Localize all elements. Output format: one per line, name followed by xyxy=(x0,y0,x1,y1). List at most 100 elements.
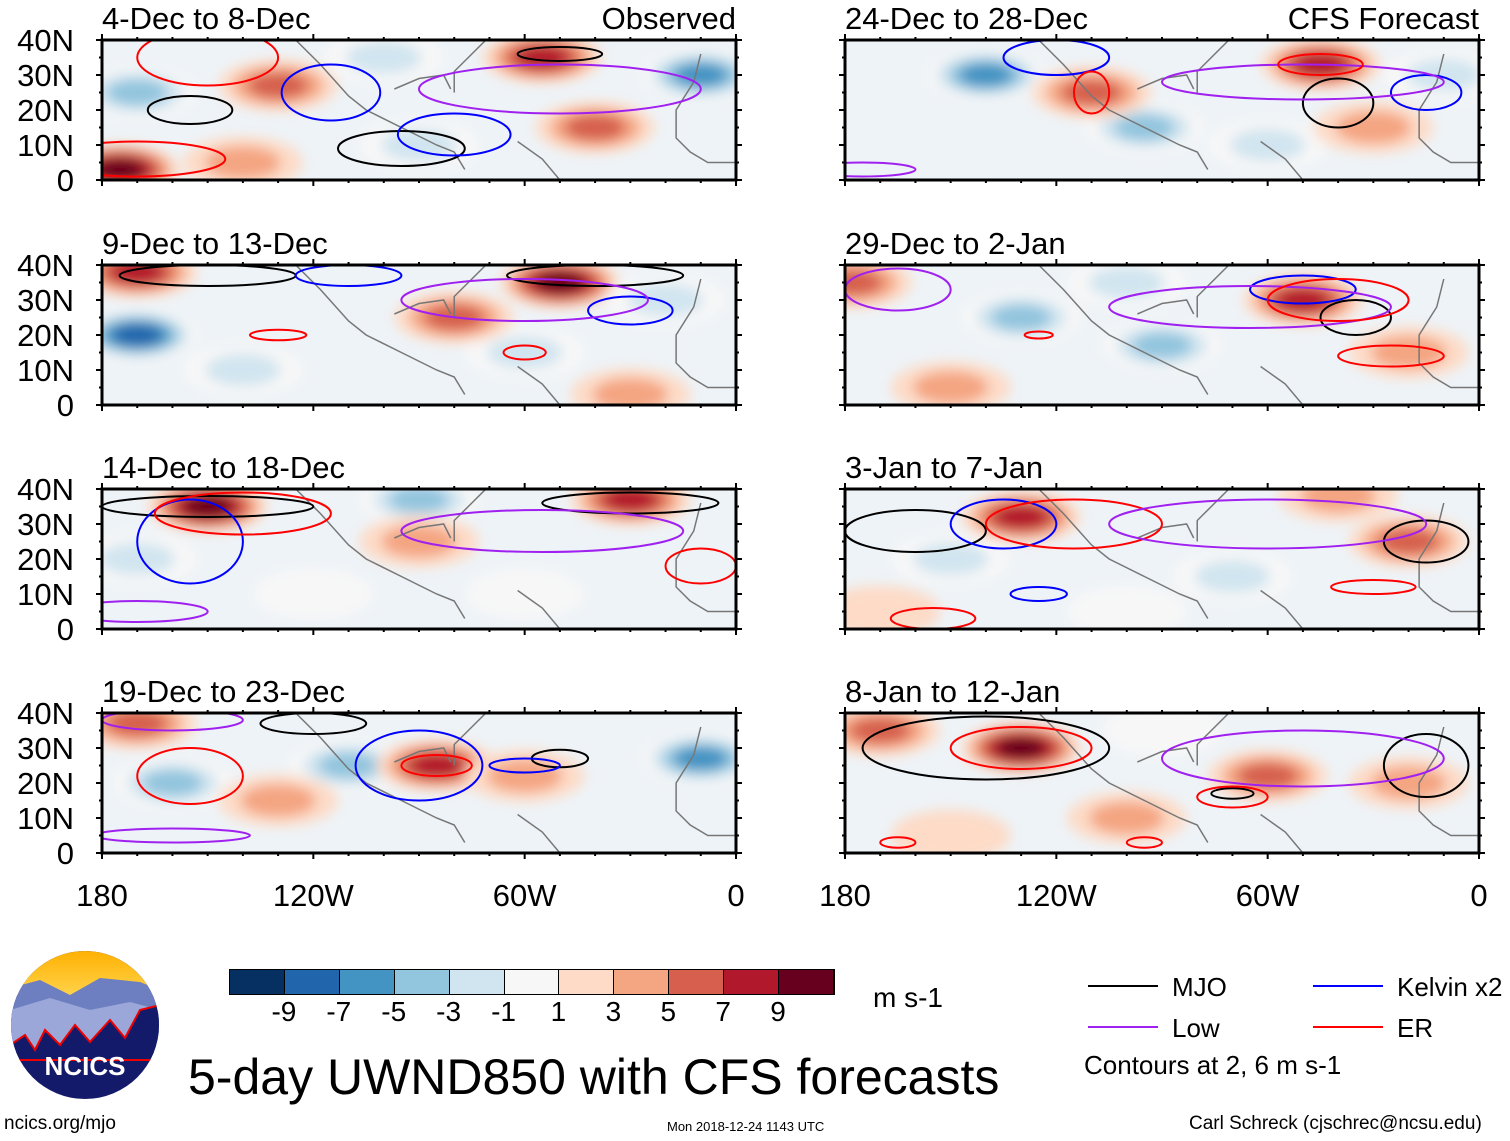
panel-title: 4-Dec to 8-Dec xyxy=(102,1,311,36)
wind-anomaly-area xyxy=(205,353,281,387)
panel-title: 9-Dec to 13-Dec xyxy=(102,226,328,261)
wind-anomaly-area xyxy=(997,737,1046,759)
wind-anomaly-area xyxy=(1061,79,1122,106)
low-contour xyxy=(418,63,702,115)
wind-anomaly-area xyxy=(113,324,162,346)
panel-title: 29-Dec to 2-Jan xyxy=(845,226,1066,261)
wind-anomaly-area xyxy=(487,759,563,793)
mjo-contour xyxy=(259,713,368,735)
colorbar-unit: m s-1 xyxy=(873,982,943,1013)
coastline xyxy=(1038,489,1479,629)
x-tick-label: 0 xyxy=(727,878,745,913)
colorbar-tick: -1 xyxy=(491,996,516,1027)
mjo-contour xyxy=(1301,77,1375,129)
low-contour xyxy=(845,267,952,312)
y-tick-label: 20N xyxy=(17,766,74,801)
coastline xyxy=(295,713,736,853)
wind-anomaly-area xyxy=(410,754,463,777)
low-contour xyxy=(1108,285,1392,329)
y-tick-label: 40N xyxy=(17,696,74,731)
kelvin-contour xyxy=(1002,40,1111,76)
er-contour xyxy=(136,40,280,87)
er-contour xyxy=(136,747,244,805)
y-tick-label: 30N xyxy=(17,507,74,542)
map-panel xyxy=(96,483,742,635)
kelvin-contour xyxy=(949,498,1058,550)
kelvin-contour xyxy=(136,498,244,585)
wind-anomaly-area xyxy=(994,505,1048,529)
panel-title: 3-Jan to 7-Jan xyxy=(845,450,1044,485)
wind-anomaly-area xyxy=(535,272,584,293)
wind-anomaly-area xyxy=(107,79,168,106)
map-panel xyxy=(839,34,1485,186)
wind-anomaly-area xyxy=(253,568,374,620)
coastline xyxy=(1038,265,1479,405)
colorbar-swatch xyxy=(724,970,780,994)
er-contour xyxy=(400,754,473,777)
mjo-contour xyxy=(541,491,720,515)
colorbar xyxy=(229,969,835,995)
wind-anomaly-area xyxy=(1194,560,1270,593)
kelvin-contour xyxy=(1249,274,1357,305)
y-tick-label: 40N xyxy=(17,472,74,507)
y-tick-label: 20N xyxy=(17,542,74,577)
wind-anomaly-area xyxy=(845,269,883,296)
er-contour xyxy=(153,491,332,536)
kelvin-contour xyxy=(396,112,512,157)
x-tick-label: 180 xyxy=(819,878,871,913)
wind-anomaly-area xyxy=(1089,801,1165,835)
wind-anomaly-area xyxy=(240,784,316,817)
coastline xyxy=(1038,40,1479,180)
wind-anomaly-area xyxy=(346,41,422,74)
legend-label: Kelvin x2 xyxy=(1397,972,1503,1002)
mjo-contour xyxy=(1210,787,1255,800)
y-tick-label: 30N xyxy=(17,283,74,318)
wind-anomaly-area xyxy=(381,128,457,162)
colorbar-swatch xyxy=(614,970,670,994)
wind-anomaly-area xyxy=(628,283,704,317)
x-tick-label: 120W xyxy=(272,878,354,913)
panel-label: CFS Forecast xyxy=(1287,1,1479,36)
y-tick-label: 10N xyxy=(17,577,74,612)
y-tick-label: 10N xyxy=(17,128,74,163)
panel-label: Observed xyxy=(601,1,736,36)
legend-line xyxy=(1088,985,1158,987)
map-panel xyxy=(96,707,742,859)
wind-anomaly-area xyxy=(1378,528,1439,555)
y-tick-label: 0 xyxy=(56,612,74,647)
er-contour xyxy=(1125,836,1164,849)
y-tick-label: 10N xyxy=(17,801,74,836)
wind-anomaly-area xyxy=(913,542,989,576)
legend-note: Contours at 2, 6 m s-1 xyxy=(1084,1050,1342,1080)
legend-label: Low xyxy=(1172,1013,1220,1043)
panel-title: 8-Jan to 12-Jan xyxy=(845,674,1061,709)
mjo-contour xyxy=(1319,299,1392,336)
panel-title: 19-Dec to 23-Dec xyxy=(102,674,345,709)
y-tick-label: 0 xyxy=(56,836,74,871)
y-tick-label: 30N xyxy=(17,731,74,766)
wind-anomaly-area xyxy=(1371,766,1447,800)
colorbar-swatch xyxy=(559,970,615,994)
legend-label: ER xyxy=(1397,1013,1434,1043)
wind-anomaly-area xyxy=(674,747,728,770)
wind-anomaly-area xyxy=(248,72,309,99)
wind-anomaly-area xyxy=(991,304,1052,331)
footer-url[interactable]: ncics.org/mjo xyxy=(4,1113,116,1134)
wind-anomaly-area xyxy=(959,63,1013,87)
y-tick-label: 10N xyxy=(17,353,74,388)
mjo-contour xyxy=(516,46,604,62)
x-tick-label: 60W xyxy=(492,878,557,913)
kelvin-contour xyxy=(1009,586,1068,602)
colorbar-tick: -5 xyxy=(381,996,407,1027)
wind-anomaly-area xyxy=(516,46,569,69)
low-contour xyxy=(1161,63,1445,101)
colorbar-tick: -9 xyxy=(271,996,297,1027)
er-contour xyxy=(889,607,977,629)
x-tick-label: 180 xyxy=(76,878,128,913)
er-contour xyxy=(1196,785,1269,809)
wind-anomaly-area xyxy=(850,717,911,744)
er-contour xyxy=(1330,579,1417,595)
map-panel xyxy=(96,259,742,411)
wind-anomaly-area xyxy=(1276,288,1330,312)
y-tick-label: 0 xyxy=(56,388,74,423)
